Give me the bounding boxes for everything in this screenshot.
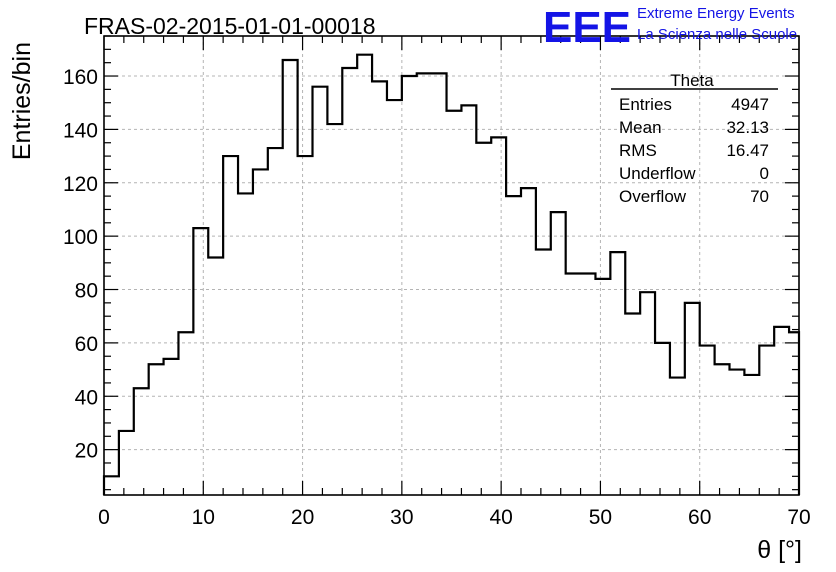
y-tick-label: 100: [63, 226, 98, 249]
x-tick-label: 30: [390, 506, 413, 529]
stats-row-label: Overflow: [619, 187, 687, 206]
y-tick-label: 20: [75, 440, 98, 463]
x-tick-label: 50: [589, 506, 612, 529]
x-tick-label: 20: [291, 506, 314, 529]
stats-box-title: Theta: [670, 71, 714, 90]
plot-frame: [103, 35, 800, 496]
stats-row-label: RMS: [619, 141, 657, 160]
grid: [104, 36, 799, 495]
stats-row-label: Entries: [619, 95, 672, 114]
stats-box: Theta Entries 4947 Mean 32.13 RMS 16.47 Underf…: [611, 71, 778, 206]
eee-logo-line1: Extreme Energy Events: [637, 5, 795, 22]
x-tick-label: 10: [192, 506, 215, 529]
stats-row-label: Underflow: [619, 164, 696, 183]
stats-row-label: Mean: [619, 118, 662, 137]
y-tick-label: 160: [63, 66, 98, 89]
stats-row-value: 32.13: [726, 118, 769, 137]
chart-title: FRAS-02-2015-01-01-00018: [84, 13, 376, 39]
histogram-series: [102, 53, 801, 495]
y-tick-label: 120: [63, 173, 98, 196]
stats-row-value: 16.47: [726, 141, 769, 160]
y-tick-label: 40: [75, 386, 98, 409]
y-tick-label: 140: [63, 119, 98, 142]
x-tick-labels: 0 10 20 30 40 50 60 70: [98, 506, 811, 529]
eee-logo-line2: La Scienza nelle Scuole: [637, 26, 797, 43]
eee-logo-mark: EEE: [543, 3, 631, 52]
axis-ticks: [103, 35, 800, 495]
y-axis-title: Entries/bin: [8, 42, 36, 160]
eee-logo: EEE Extreme Energy Events La Scienza nel…: [543, 3, 797, 52]
x-tick-label: 40: [489, 506, 512, 529]
y-tick-labels: 20 40 60 80 100 120 140 160: [63, 66, 98, 463]
y-tick-label: 60: [75, 333, 98, 356]
y-tick-label: 80: [75, 280, 98, 303]
stats-row-value: 0: [760, 164, 769, 183]
x-tick-label: 60: [688, 506, 711, 529]
x-tick-label: 70: [787, 506, 810, 529]
stats-row-value: 4947: [731, 95, 769, 114]
stats-row-value: 70: [750, 187, 769, 206]
x-tick-label: 0: [98, 506, 110, 529]
x-axis-title: θ [°]: [757, 536, 802, 564]
